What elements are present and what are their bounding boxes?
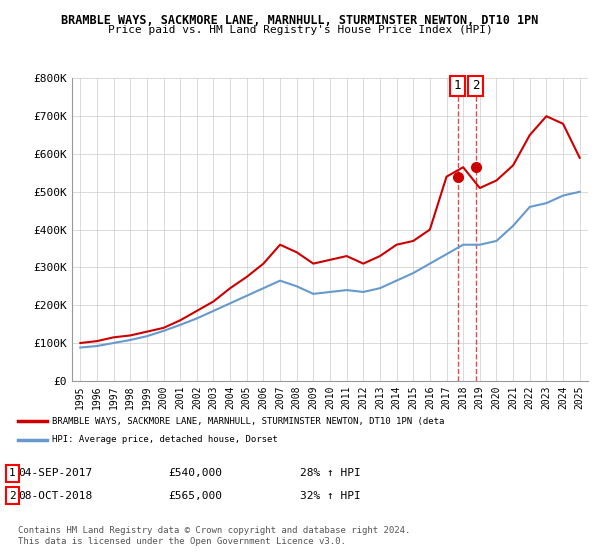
Text: £540,000: £540,000 <box>168 468 222 478</box>
Text: 1: 1 <box>454 80 461 92</box>
Text: Contains HM Land Registry data © Crown copyright and database right 2024.
This d: Contains HM Land Registry data © Crown c… <box>18 526 410 546</box>
Text: HPI: Average price, detached house, Dorset: HPI: Average price, detached house, Dors… <box>52 435 278 444</box>
Text: 32% ↑ HPI: 32% ↑ HPI <box>300 491 361 501</box>
Text: £565,000: £565,000 <box>168 491 222 501</box>
Text: Price paid vs. HM Land Registry's House Price Index (HPI): Price paid vs. HM Land Registry's House … <box>107 25 493 35</box>
Text: 2: 2 <box>472 80 480 92</box>
Text: 04-SEP-2017: 04-SEP-2017 <box>18 468 92 478</box>
Text: 2: 2 <box>9 491 16 501</box>
Text: 08-OCT-2018: 08-OCT-2018 <box>18 491 92 501</box>
Text: 28% ↑ HPI: 28% ↑ HPI <box>300 468 361 478</box>
Text: BRAMBLE WAYS, SACKMORE LANE, MARNHULL, STURMINSTER NEWTON, DT10 1PN: BRAMBLE WAYS, SACKMORE LANE, MARNHULL, S… <box>61 14 539 27</box>
Text: 1: 1 <box>9 468 16 478</box>
Text: BRAMBLE WAYS, SACKMORE LANE, MARNHULL, STURMINSTER NEWTON, DT10 1PN (deta: BRAMBLE WAYS, SACKMORE LANE, MARNHULL, S… <box>52 417 445 426</box>
